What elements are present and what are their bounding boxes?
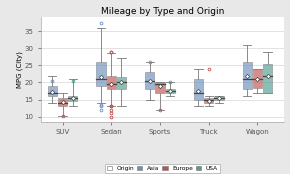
Y-axis label: MPG (City): MPG (City): [16, 51, 23, 88]
Bar: [48, 86, 57, 96]
Bar: [166, 89, 175, 93]
Bar: [145, 72, 154, 89]
Bar: [96, 62, 106, 86]
Bar: [214, 96, 224, 100]
Bar: [242, 62, 252, 89]
Bar: [204, 98, 213, 103]
Bar: [68, 96, 77, 101]
Title: Mileage by Type and Origin: Mileage by Type and Origin: [101, 7, 224, 16]
Bar: [263, 64, 272, 93]
Bar: [155, 82, 165, 93]
Bar: [58, 98, 67, 106]
Bar: [253, 69, 262, 88]
Legend: Origin, Asia, Europe, USA: Origin, Asia, Europe, USA: [105, 164, 220, 173]
Bar: [107, 76, 116, 89]
Bar: [117, 77, 126, 89]
Bar: [194, 79, 203, 100]
